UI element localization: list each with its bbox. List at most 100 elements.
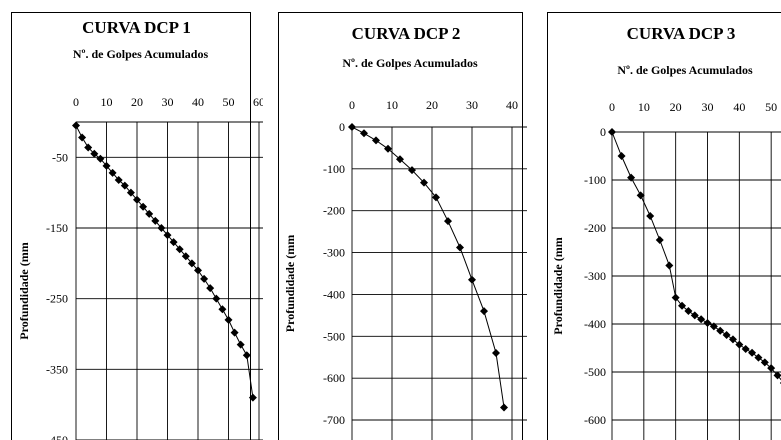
y-tick-label: -200 (584, 221, 606, 235)
x-axis-label: Nº. de Golpes Acumulados (342, 56, 478, 70)
y-axis-label: Profundidade (mm (283, 235, 297, 332)
data-point (224, 315, 233, 324)
y-axis-label: Profundidade (mm (551, 237, 565, 334)
x-tick-label: 0 (73, 95, 79, 109)
data-point (102, 161, 111, 170)
y-tick-label: -500 (584, 365, 606, 379)
data-point (84, 143, 93, 152)
data-point (151, 216, 160, 225)
y-tick-label: -600 (323, 371, 345, 385)
data-point (242, 351, 251, 360)
y-tick-label: -300 (584, 269, 606, 283)
y-tick-label: -300 (323, 246, 345, 260)
data-point (145, 209, 154, 218)
x-tick-label: 30 (702, 100, 714, 114)
x-tick-label: 40 (733, 100, 745, 114)
data-point (181, 252, 190, 261)
data-point (163, 231, 172, 240)
data-point (754, 353, 763, 362)
data-point (500, 403, 508, 412)
data-point (108, 168, 117, 177)
data-point (212, 294, 221, 303)
x-tick-label: 0 (609, 100, 615, 114)
x-tick-label: 20 (426, 98, 438, 112)
data-point (120, 181, 129, 190)
chart-2-svg: CURVA DCP 2 Nº. de Golpes Acumulados Profu… (278, 12, 527, 440)
data-point (617, 152, 626, 160)
x-tick-label: 30 (162, 95, 174, 109)
chart-1-svg: CURVA DCP 1 Nº. de Golpes Acumulados Profu… (11, 12, 263, 440)
data-point (773, 371, 781, 380)
y-tick-label: -100 (323, 162, 345, 176)
chart-panel-1: CURVA DCP 1 Nº. de Golpes Acumulados Profu… (0, 0, 263, 440)
data-point (735, 340, 744, 349)
y-tick-label: -100 (584, 173, 606, 187)
y-tick-label: -350 (46, 362, 68, 376)
chart-title: CURVA DCP 2 (352, 24, 461, 43)
data-point (690, 311, 699, 320)
data-point (678, 301, 687, 310)
data-point (456, 243, 464, 252)
y-tick-label: -500 (323, 329, 345, 343)
y-tick-label: -400 (323, 287, 345, 301)
data-point (420, 178, 428, 187)
data-point (175, 245, 184, 254)
data-point (157, 224, 166, 232)
chart-frame (547, 12, 781, 440)
x-tick-label: 0 (349, 98, 355, 112)
chart-frame (11, 12, 251, 440)
chart-panel-3: CURVA DCP 3 Nº. de Golpes Acumulados Profu… (541, 0, 781, 440)
y-axis-label: Profundidade (mm (17, 242, 31, 339)
data-point (492, 349, 500, 358)
data-point (709, 322, 718, 331)
data-point (408, 166, 416, 175)
data-point (716, 326, 725, 335)
data-point (468, 275, 476, 284)
data-point (480, 307, 488, 316)
y-tick-label: -50 (52, 150, 68, 164)
data-point (728, 335, 737, 344)
data-point (236, 340, 245, 349)
data-point (139, 202, 148, 211)
chart-panel-2: CURVA DCP 2 Nº. de Golpes Acumulados Profu… (272, 0, 527, 440)
y-tick-label: -400 (584, 317, 606, 331)
data-point (767, 364, 776, 373)
data-point (248, 393, 257, 402)
y-tick-label: -600 (584, 413, 606, 427)
data-point (671, 293, 680, 302)
chart-title: CURVA DCP 3 (627, 24, 736, 43)
chart-3-svg: CURVA DCP 3 Nº. de Golpes Acumulados Profu… (547, 12, 781, 440)
data-point (384, 144, 392, 153)
data-point (722, 331, 731, 340)
data-point (133, 195, 141, 204)
y-tick-label: -700 (323, 413, 345, 427)
data-point (697, 315, 706, 324)
data-point (360, 129, 368, 138)
data-point (72, 121, 80, 130)
data-point (218, 305, 227, 314)
chart-frame (278, 12, 523, 440)
data-point (348, 123, 356, 131)
data-point (372, 136, 380, 145)
y-tick-label: -150 (46, 221, 68, 235)
x-tick-label: 40 (192, 95, 204, 109)
x-tick-label: 60 (253, 95, 263, 109)
data-point (748, 348, 757, 357)
data-point (396, 155, 404, 164)
x-tick-label: 50 (765, 100, 777, 114)
y-tick-label: -250 (46, 292, 68, 306)
data-point (96, 154, 105, 163)
data-point (608, 128, 616, 136)
data-point (194, 266, 202, 275)
x-axis-label: Nº. de Golpes Acumulados (617, 63, 753, 77)
y-tick-label: -200 (323, 204, 345, 218)
data-point (703, 319, 712, 328)
data-point (169, 238, 178, 247)
x-tick-label: 20 (131, 95, 143, 109)
data-point (187, 259, 196, 268)
data-point (206, 284, 215, 293)
data-point (90, 149, 99, 158)
x-tick-label: 10 (386, 98, 398, 112)
data-point (665, 261, 674, 270)
data-point (230, 328, 239, 337)
